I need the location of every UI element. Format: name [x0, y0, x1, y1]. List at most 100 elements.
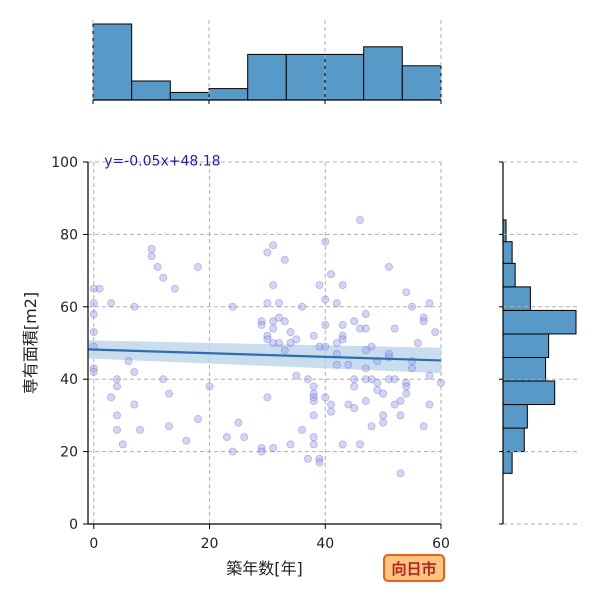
data-point — [350, 404, 359, 413]
data-point — [321, 320, 330, 329]
data-point — [303, 454, 312, 463]
x-hist-bar — [92, 23, 133, 101]
y-hist-bar — [502, 427, 525, 453]
y-tick-label: 40 — [60, 372, 78, 388]
data-point — [269, 281, 278, 290]
data-point — [147, 252, 156, 261]
data-point — [384, 353, 393, 362]
data-point — [263, 299, 272, 308]
y-hist-bar — [502, 241, 513, 264]
y-tick-label: 100 — [51, 155, 78, 171]
data-point — [147, 244, 156, 253]
data-point — [95, 284, 104, 293]
data-point — [159, 375, 168, 384]
data-point — [390, 400, 399, 409]
data-point — [367, 422, 376, 431]
data-point — [292, 335, 301, 344]
data-point — [89, 364, 98, 373]
x-hist-bar — [247, 53, 287, 101]
data-point — [269, 317, 278, 326]
data-point — [419, 422, 428, 431]
data-point — [89, 284, 98, 293]
regression-line — [87, 348, 442, 362]
data-point — [367, 375, 376, 384]
data-point — [234, 418, 243, 427]
data-point — [315, 342, 324, 351]
data-point — [315, 281, 324, 290]
data-point — [222, 433, 231, 442]
data-point — [118, 440, 127, 449]
data-point — [274, 299, 283, 308]
data-point — [263, 393, 272, 402]
x-hist-bar — [131, 80, 171, 101]
data-point — [350, 382, 359, 391]
data-point — [327, 407, 336, 416]
scatter-panel: 0 20 40 60 0 20 40 60 80 100 — [51, 155, 450, 552]
data-point — [350, 317, 359, 326]
top-histogram — [92, 20, 442, 104]
data-point — [269, 324, 278, 333]
city-badge: 向日市 — [383, 554, 445, 582]
data-point — [402, 288, 411, 297]
data-point — [89, 310, 98, 319]
data-point — [355, 215, 364, 224]
data-point — [373, 378, 382, 387]
data-point — [327, 400, 336, 409]
y-tick-label: 80 — [60, 227, 78, 243]
x-tick-label: 60 — [432, 536, 450, 552]
data-point — [269, 443, 278, 452]
data-point — [321, 342, 330, 351]
data-point — [112, 382, 121, 391]
x-hist-bar — [401, 65, 442, 101]
data-point — [361, 310, 370, 319]
data-point — [309, 331, 318, 340]
data-point — [361, 396, 370, 405]
data-point — [240, 433, 249, 442]
data-point — [361, 375, 370, 384]
data-point — [280, 346, 289, 355]
data-point — [112, 411, 121, 420]
data-point — [390, 324, 399, 333]
data-point — [338, 440, 347, 449]
data-point — [89, 328, 98, 337]
data-point — [361, 324, 370, 333]
data-point — [130, 367, 139, 376]
data-point — [263, 331, 272, 340]
data-point — [165, 389, 174, 398]
data-point — [205, 382, 214, 391]
data-point — [309, 411, 318, 420]
data-point — [257, 443, 266, 452]
data-point — [309, 382, 318, 391]
data-point — [315, 458, 324, 467]
data-point — [373, 386, 382, 395]
x-hist-bar — [363, 46, 403, 101]
data-point — [159, 273, 168, 282]
data-point — [107, 299, 116, 308]
data-point — [257, 317, 266, 326]
data-point — [269, 338, 278, 347]
data-point — [193, 262, 202, 271]
y-tick-label: 60 — [60, 300, 78, 316]
y-hist-bar — [502, 404, 528, 429]
data-point — [193, 415, 202, 424]
y-hist-bar — [502, 451, 513, 474]
data-point — [292, 371, 301, 380]
x-hist-bar — [324, 53, 365, 101]
data-point — [321, 237, 330, 246]
data-point — [367, 342, 376, 351]
data-point — [332, 360, 341, 369]
data-point — [419, 317, 428, 326]
data-point — [396, 469, 405, 478]
data-point — [332, 299, 341, 308]
data-point — [338, 335, 347, 344]
data-point — [298, 425, 307, 434]
data-point — [321, 393, 330, 402]
data-point — [286, 338, 295, 347]
data-point — [379, 411, 388, 420]
data-point — [280, 255, 289, 264]
y-axis-label: 専有面積[m2] — [21, 292, 40, 394]
data-point — [321, 295, 330, 304]
data-point — [408, 302, 417, 311]
data-point — [303, 375, 312, 384]
